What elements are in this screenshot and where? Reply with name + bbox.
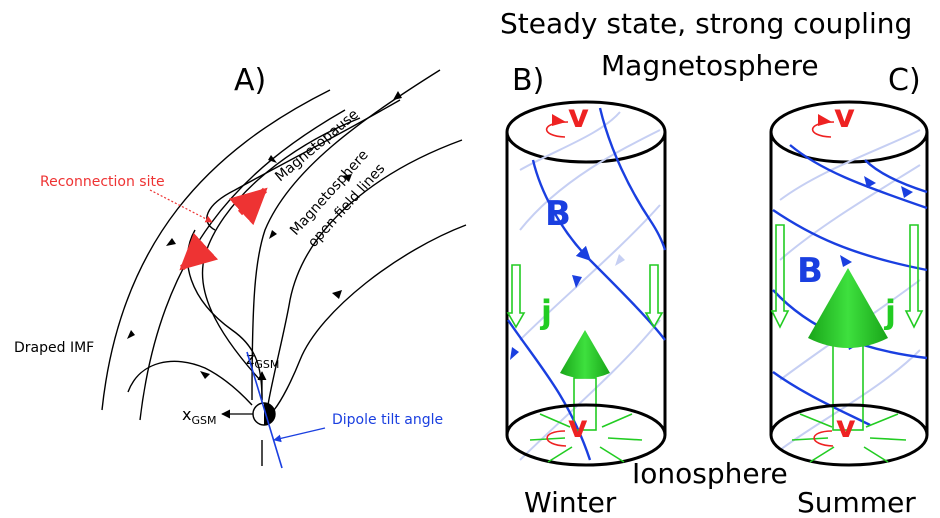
closed-field-line <box>127 360 253 406</box>
season-winter: Winter <box>524 486 617 518</box>
flow-v-bottom: v <box>836 410 856 445</box>
z-gsm-label: zGSM <box>246 349 279 371</box>
draped-imf-line-1 <box>101 89 331 411</box>
ionosphere-current-arrows <box>791 413 907 463</box>
open-field-line-3 <box>273 224 467 411</box>
flow-circulation-bottom <box>813 430 834 447</box>
arrow-icon <box>166 238 176 246</box>
upward-current-cone-icon <box>808 268 888 348</box>
current-arrows <box>770 224 924 329</box>
reconnection-pointer <box>149 189 213 223</box>
field-arrow-icon <box>572 275 582 288</box>
flow-arrow-icon <box>552 114 566 126</box>
front-field-lines <box>507 107 667 461</box>
field-b-label: B <box>545 194 571 234</box>
back-field-lines <box>519 111 661 461</box>
arrow-icon <box>200 371 210 379</box>
field-lines <box>101 69 467 466</box>
arrow-icon <box>332 290 342 299</box>
panel-b: B) B j <box>505 63 667 518</box>
dipole-tilt-pointer <box>273 427 326 443</box>
panel-a: A) Reconnec <box>14 63 467 469</box>
cylinder-bottom <box>505 403 667 467</box>
flow-v-top: v <box>568 97 589 135</box>
current-j-label: j <box>539 293 552 331</box>
current-arrows <box>506 264 664 329</box>
upward-current-cone-icon <box>560 330 610 379</box>
arrow-icon <box>127 330 135 339</box>
open-field-line-2 <box>267 139 463 406</box>
field-direction-arrows <box>127 91 402 379</box>
dipole-axis-line <box>246 351 283 469</box>
open-field-line-1 <box>251 69 441 401</box>
cylinder-bottom <box>769 403 929 467</box>
arrow-icon <box>393 91 402 100</box>
field-arrow-icon <box>901 186 913 198</box>
current-j-label: j <box>883 293 896 331</box>
panel-label-a: A) <box>234 63 266 98</box>
draped-imf-label: Draped IMF <box>14 340 94 356</box>
flow-arrow-icon <box>818 114 832 126</box>
field-arrow-icon <box>510 347 519 360</box>
magnetosphere-label: Magnetosphere <box>601 49 819 82</box>
arrow-icon <box>342 174 352 182</box>
field-arrow-icon <box>840 255 852 267</box>
outflow-arrow-up <box>228 187 268 226</box>
diagram-title: Steady state, strong coupling <box>500 7 912 40</box>
front-field-lines <box>772 144 928 427</box>
panel-label-b: B) <box>512 63 544 98</box>
ionosphere-label: Ionosphere <box>632 457 788 490</box>
flow-circulation-bottom <box>546 430 567 447</box>
reconnection-site-label: Reconnection site <box>40 174 165 190</box>
field-b-label: B <box>797 251 823 291</box>
panel-label-c: C) <box>888 63 921 98</box>
arrow-icon <box>268 155 277 163</box>
season-summer: Summer <box>797 486 916 518</box>
flow-v-bottom: v <box>568 410 588 445</box>
panel-c: C) B j <box>769 63 929 518</box>
dipole-tilt-label: Dipole tilt angle <box>332 412 443 428</box>
field-arrow-icon <box>615 254 625 266</box>
arrow-icon <box>269 230 277 239</box>
field-arrow-icon <box>864 176 876 188</box>
outflow-arrow-down <box>179 232 219 271</box>
draped-imf-line-2 <box>139 109 346 421</box>
flow-v-top: v <box>834 97 855 135</box>
ionosphere-current-arrows <box>529 413 643 463</box>
x-gsm-label: xGSM <box>182 405 216 427</box>
